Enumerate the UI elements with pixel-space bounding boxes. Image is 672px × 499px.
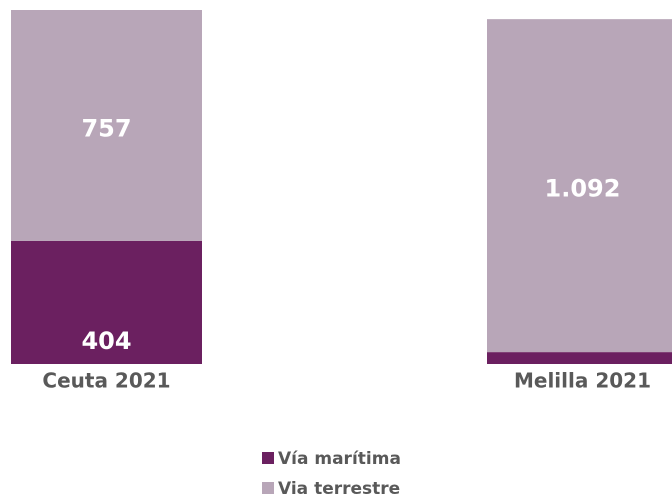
data-label: 404 bbox=[81, 327, 131, 355]
bar-segment bbox=[11, 10, 202, 241]
legend-swatch bbox=[262, 482, 274, 494]
data-label: 757 bbox=[81, 114, 131, 142]
legend-swatch bbox=[262, 452, 274, 464]
bar-segment bbox=[487, 352, 672, 364]
x-tick-label: Melilla 2021 bbox=[514, 369, 651, 393]
legend-label: Vía marítima bbox=[278, 449, 401, 469]
x-tick-label: Ceuta 2021 bbox=[42, 369, 170, 393]
legend-label: Via terrestre bbox=[278, 479, 400, 499]
bar-segment bbox=[11, 240, 202, 364]
data-label: 1.092 bbox=[545, 175, 621, 203]
bar-segment bbox=[487, 19, 672, 353]
